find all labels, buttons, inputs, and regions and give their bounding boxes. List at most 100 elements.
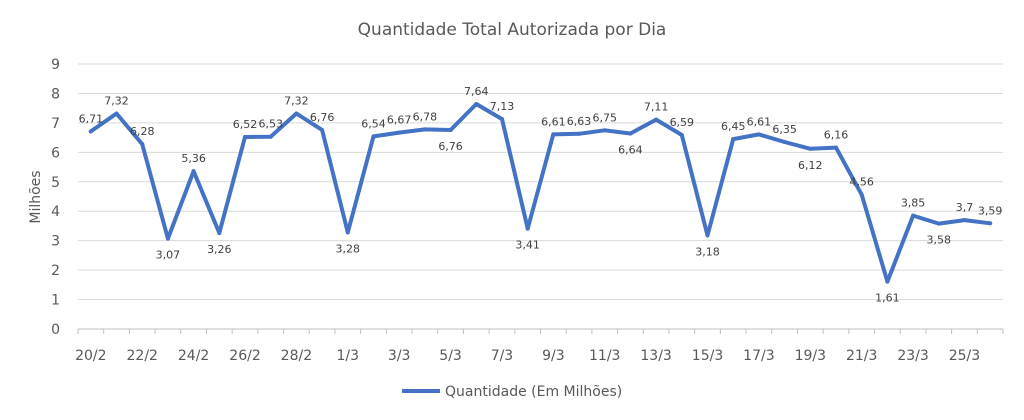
x-tick-label: 20/2 [75,348,106,364]
data-point [448,127,453,132]
y-tick-label: 0 [51,322,60,338]
data-point [397,130,402,135]
data-point [705,233,710,238]
data-point [731,137,736,142]
y-tick-label: 7 [51,116,60,132]
data-point [628,131,633,136]
data-label: 3,41 [515,239,540,252]
data-point [808,146,813,151]
data-label: 6,71 [79,112,104,125]
data-label: 5,36 [181,152,206,165]
data-point [988,221,993,226]
data-label: 6,35 [772,123,797,136]
x-tick-label: 21/3 [846,348,877,364]
data-point [474,102,479,107]
data-label: 6,63 [567,115,592,128]
data-point [345,230,350,235]
data-point [191,169,196,174]
data-label: 6,16 [824,129,849,142]
y-tick-label: 3 [51,234,60,250]
data-label: 6,12 [798,159,823,172]
data-label: 6,61 [541,115,566,128]
data-point [577,131,582,136]
data-point [936,221,941,226]
x-tick-label: 28/2 [281,348,312,364]
data-label: 6,59 [670,116,695,129]
x-tick-label: 7/3 [491,348,514,364]
data-point [243,135,248,140]
x-tick-label: 17/3 [743,348,774,364]
y-axis-label: Milhões [28,170,44,223]
data-point [551,132,556,137]
series-line [88,102,993,284]
series-lines [88,102,993,284]
data-point [217,231,222,236]
x-tick-label: 3/3 [388,348,411,364]
data-label: 6,76 [438,140,463,153]
data-label: 3,59 [978,204,1003,217]
x-tick-label: 26/2 [229,348,260,364]
data-point [859,192,864,197]
y-tick-label: 6 [51,145,60,161]
x-tick-label: 15/3 [692,348,723,364]
y-tick-label: 8 [51,86,60,102]
x-tick-label: 24/2 [178,348,209,364]
chart-title: Quantidade Total Autorizada por Dia [358,20,667,40]
legend: Quantidade (Em Milhões) [402,384,622,400]
data-label: 6,67 [387,114,412,127]
data-label: 3,7 [956,201,974,214]
data-point [114,111,119,116]
data-point [140,142,145,147]
data-label: 4,56 [849,176,874,189]
data-point [525,226,530,231]
x-tick-label: 25/3 [949,348,980,364]
data-label: 7,11 [644,101,669,114]
x-tick-label: 5/3 [439,348,462,364]
data-point [782,140,787,145]
data-label: 6,28 [130,125,155,138]
y-tick-label: 5 [51,175,60,191]
data-point [654,117,659,122]
data-point [371,134,376,139]
data-point [962,218,967,223]
y-tick-label: 4 [51,204,60,220]
data-label: 3,58 [927,234,952,247]
legend-label: Quantidade (Em Milhões) [445,384,622,400]
data-label: 6,76 [310,111,335,124]
y-tick-label: 9 [51,57,60,73]
data-label: 6,75 [592,111,617,124]
data-labels: 6,717,326,283,075,363,266,52 6,537,326,76… [79,85,1003,305]
data-label: 6,52 [233,118,258,131]
x-tick-label: 11/3 [589,348,620,364]
data-label: 3,26 [207,243,232,256]
data-point [911,213,916,218]
data-point [499,117,504,122]
data-label: 6,61 [747,115,772,128]
data-label: 7,32 [284,94,309,107]
data-label: 7,13 [490,100,515,113]
data-point [422,127,427,132]
x-tick-label: 19/3 [795,348,826,364]
y-tick-label: 1 [51,293,60,309]
data-point [165,236,170,241]
data-point [88,129,93,134]
data-label: 6,53 [258,118,283,131]
data-point [833,145,838,150]
data-point [602,128,607,133]
data-label: 6,45 [721,120,746,133]
x-tick-label: 23/3 [897,348,928,364]
x-tick-label: 22/2 [127,348,158,364]
x-tick-label: 13/3 [640,348,671,364]
x-axis-ticks: 20/2 22/2 24/2 26/2 28/2 1/3 3/3 5/3 7/3 9/3 11/3 1… [75,329,1004,364]
data-label: 6,54 [361,117,386,130]
data-point [294,111,299,116]
x-tick-label: 1/3 [337,348,360,364]
data-point [320,127,325,132]
data-label: 3,18 [695,245,720,258]
data-label: 1,61 [875,292,900,305]
data-label: 3,07 [156,249,181,262]
y-axis-ticks: 0 1 2 3 4 5 6 7 8 9 [51,57,60,338]
data-label: 6,64 [618,143,643,156]
data-point [679,132,684,137]
